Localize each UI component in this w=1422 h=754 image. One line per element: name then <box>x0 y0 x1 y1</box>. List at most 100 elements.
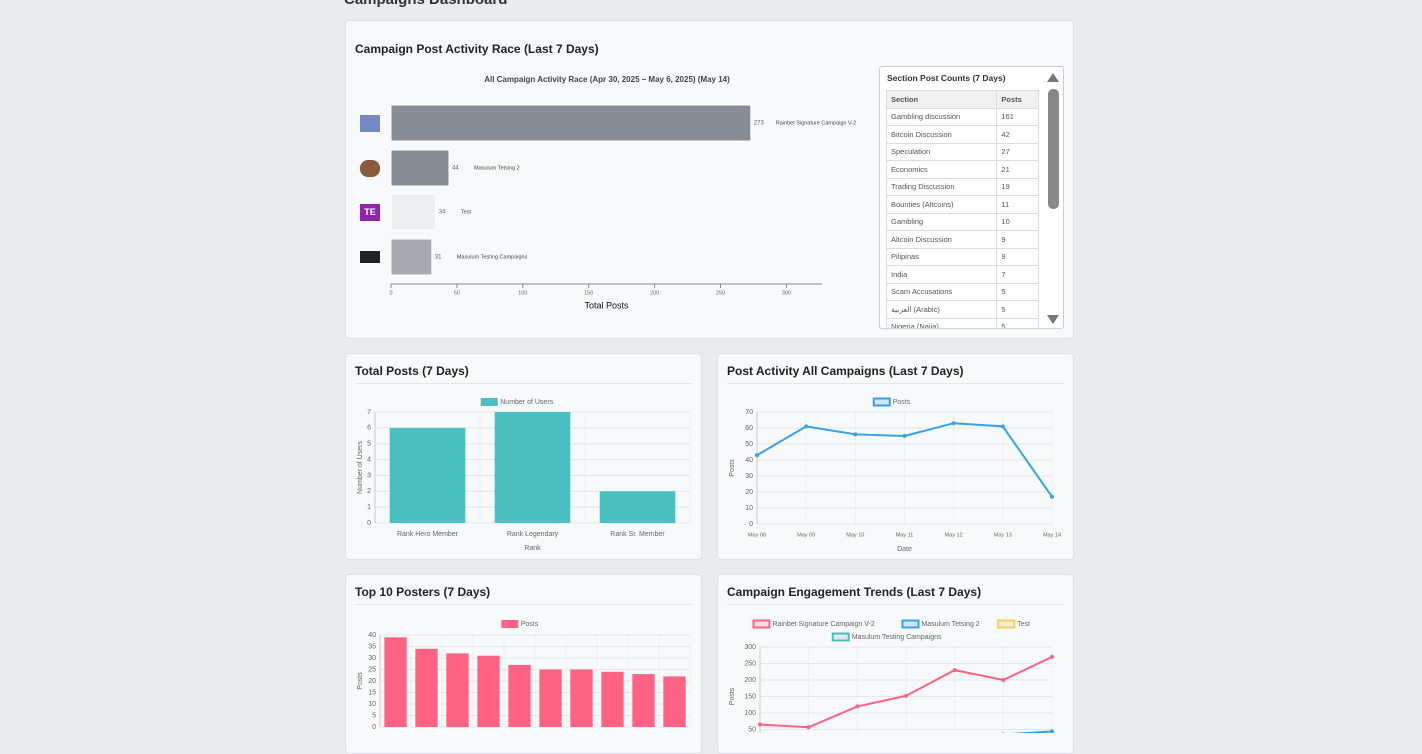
table-row: Speculation 27 <box>885 142 1039 161</box>
bar <box>446 653 469 727</box>
table-row: Nigeria (Naija) 5 <box>885 317 1039 328</box>
bar-name: Masulum Tetsing 2 <box>474 165 520 171</box>
table-row: Bitcoin Discussion 42 <box>885 125 1039 144</box>
y-tick-label: 20 <box>368 678 376 685</box>
table-cell: Nigeria (Naija) <box>885 317 998 328</box>
campaign-icon <box>360 115 380 132</box>
legend-swatch <box>752 619 771 629</box>
y-tick-label: 10 <box>368 701 376 708</box>
point <box>1050 654 1054 659</box>
y-tick-label: 35 <box>368 643 376 650</box>
value-label: 273 <box>754 121 765 127</box>
table-cell: Trading Discussion <box>885 177 998 196</box>
table-row: Altcoin Discussion 9 <box>885 230 1039 249</box>
legend-label: Masulum Testing Campaigns <box>852 634 942 641</box>
scroll-down[interactable] <box>1047 315 1059 324</box>
table-row: Bounties (Altcoins) 11 <box>885 195 1039 214</box>
bar-name: Rainbet Signature Campaign V-2 <box>776 120 856 126</box>
x-tick-label: May 10 <box>846 532 864 538</box>
table-cell: 5 <box>996 300 1039 319</box>
legend-swatch <box>997 619 1016 629</box>
bar <box>632 674 655 727</box>
y-tick-label: 3 <box>367 472 371 479</box>
point <box>902 434 907 438</box>
y-tick-label: 7 <box>367 409 371 416</box>
point <box>951 421 956 426</box>
bar <box>570 669 593 727</box>
table-cell: 5 <box>996 282 1039 301</box>
table-cell: 9 <box>996 230 1039 249</box>
y-tick-label: 60 <box>745 425 753 432</box>
y-tick-label: 25 <box>368 666 376 673</box>
y-tick-label: 20 <box>745 489 753 496</box>
y-tick-label: 50 <box>748 726 756 733</box>
y-tick-label: 40 <box>745 457 753 464</box>
page-title: Campaigns Dashboard <box>344 0 507 8</box>
table-header: Section <box>885 90 998 109</box>
x-axis-label: Total Posts <box>584 300 629 310</box>
table-cell: Speculation <box>885 142 998 161</box>
point <box>804 424 809 429</box>
x-axis-label: Rank <box>524 545 541 552</box>
table-cell: 9 <box>996 247 1039 266</box>
chart-title: All Campaign Activity Race (Apr 30, 2025… <box>484 75 730 84</box>
x-tick-label: 150 <box>584 290 593 296</box>
table-cell: Bitcoin Discussion <box>885 125 998 144</box>
value-label: 34 <box>439 210 446 216</box>
y-tick-label: 2 <box>367 488 371 495</box>
icon-label: TE <box>364 207 376 217</box>
table-row: Scam Accusations 5 <box>885 282 1039 301</box>
card-title: Post Activity All Campaigns (Last 7 Days… <box>727 364 964 378</box>
bar <box>494 412 571 523</box>
y-tick-label: 30 <box>368 655 376 662</box>
section-table: Section Posts Gambling discussion 161 Bitcoi… <box>885 90 1039 328</box>
bar <box>663 676 686 727</box>
point <box>853 432 858 437</box>
y-tick-label: 70 <box>745 409 753 416</box>
x-tick-label: 200 <box>650 290 659 296</box>
table-title: Section Post Counts (7 Days) <box>887 73 1006 83</box>
table-cell: Bounties (Altcoins) <box>885 195 998 214</box>
legend-swatch <box>831 632 850 642</box>
card: Post Activity All Campaigns (Last 7 Days… <box>717 353 1074 560</box>
y-tick-label: 5 <box>372 712 376 719</box>
table-cell: Economics <box>885 160 998 179</box>
table-cell: 27 <box>996 142 1039 161</box>
table-cell: العربية (Arabic) <box>885 300 998 319</box>
legend-label: Masulum Tetsing 2 <box>921 621 979 628</box>
line-chart: Posts May 08 May 09 May 10 May 11 May 12 May 1… <box>729 397 1061 553</box>
bar-name: Masulum Testing Campaigns <box>457 254 528 260</box>
y-tick-label: 15 <box>368 689 376 696</box>
bar <box>601 671 624 727</box>
y-tick-label: 10 <box>745 505 753 512</box>
campaign-icon <box>360 251 380 263</box>
card-title: Top 10 Posters (7 Days) <box>355 585 491 599</box>
table-cell: 19 <box>996 177 1039 196</box>
card-title: Campaign Post Activity Race (Last 7 Days… <box>355 42 599 56</box>
bar <box>390 238 433 276</box>
card-title: Campaign Engagement Trends (Last 7 Days) <box>727 585 982 599</box>
table-row: Pilipinas 9 <box>885 247 1039 266</box>
race-chart: All Campaign Activity Race (Apr 30, 2025… <box>360 75 856 310</box>
point <box>758 722 762 727</box>
legend-swatch <box>480 398 498 406</box>
table-cell: 42 <box>996 125 1039 144</box>
value-label: 44 <box>452 166 459 172</box>
point <box>1050 729 1054 733</box>
bar <box>390 149 450 187</box>
x-tick-label: 50 <box>454 290 460 296</box>
y-tick-label: 50 <box>745 441 753 448</box>
bar-chart: Posts 0 5 10 15 20 25 30 35 40 Posts <box>357 620 691 731</box>
legend-label: Posts <box>521 621 539 628</box>
y-axis-label: Number of Users <box>357 441 364 494</box>
point <box>1001 678 1006 682</box>
scrollbar-thumb[interactable] <box>1048 89 1059 209</box>
bar <box>390 104 752 142</box>
section-table-panel[interactable]: Section Post Counts (7 Days) Section Post… <box>879 66 1064 329</box>
x-tick-label: 0 <box>389 290 392 296</box>
x-tick-label: May 09 <box>797 532 815 538</box>
y-tick-label: 0 <box>372 724 376 731</box>
x-tick-label: 250 <box>716 290 725 296</box>
scroll-up[interactable] <box>1047 73 1059 82</box>
table-row: Gambling 10 <box>885 212 1039 231</box>
